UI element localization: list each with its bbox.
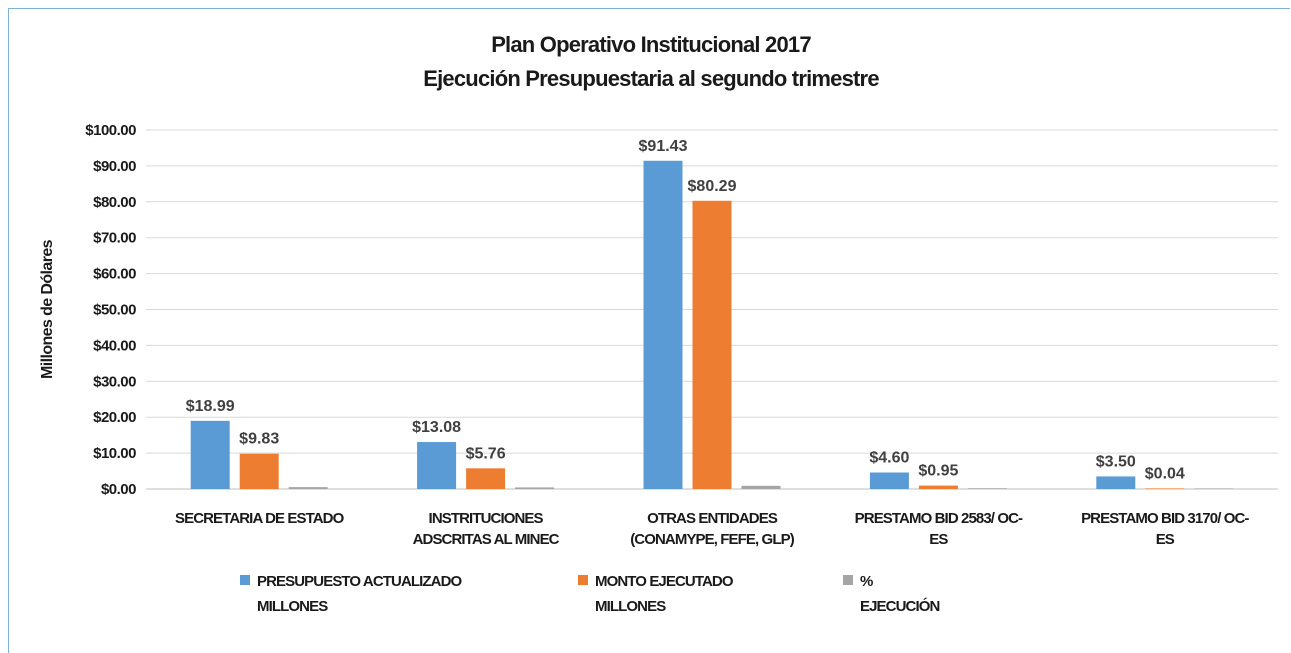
y-tick-label: $60.00 <box>93 266 136 283</box>
x-tick-label: (CONAMYPE, FEFE, GLP) <box>630 531 795 548</box>
bar-series-0-cat-2 <box>643 160 683 489</box>
x-tick-label: ES <box>1156 531 1175 548</box>
y-tick-label: $0.00 <box>101 481 136 498</box>
bar-series-1-cat-1 <box>466 468 506 489</box>
data-label: $4.60 <box>869 449 909 466</box>
legend-label-0: PRESUPUESTO ACTUALIZADO <box>257 573 463 590</box>
legend-swatch-1 <box>578 575 588 585</box>
chart-title-line-1: Ejecución Presupuestaria al segundo trim… <box>423 66 879 91</box>
x-tick-label: PRESTAMO BID 3170/ OC- <box>1081 510 1249 527</box>
bar-series-1-cat-4 <box>1145 488 1185 489</box>
legend-label-1: MILLONES <box>595 598 666 615</box>
y-axis-title: Millones de Dólares <box>39 239 56 379</box>
data-label: $0.95 <box>918 463 958 480</box>
legend-label-0: MILLONES <box>257 598 328 615</box>
x-tick-label: OTRAS ENTIDADES <box>647 510 778 527</box>
bar-series-2-cat-0 <box>288 487 328 489</box>
chart-frame <box>8 8 1290 653</box>
bar-series-0-cat-1 <box>417 442 457 489</box>
x-tick-label: INSTRITUCIONES <box>429 510 544 527</box>
y-tick-label: $10.00 <box>93 445 136 462</box>
legend-label-2: EJECUCIÓN <box>860 597 939 615</box>
data-label: $91.43 <box>639 138 688 155</box>
legend-swatch-0 <box>240 575 250 585</box>
y-tick-label: $100.00 <box>85 122 136 139</box>
chart-title-line-0: Plan Operativo Institucional 2017 <box>491 32 811 57</box>
bar-series-0-cat-4 <box>1096 476 1136 489</box>
bar-series-2-cat-3 <box>967 488 1007 489</box>
data-label: $9.83 <box>239 431 279 448</box>
bar-series-0-cat-3 <box>869 472 909 489</box>
bar-series-2-cat-2 <box>741 485 781 489</box>
y-tick-label: $70.00 <box>93 230 136 247</box>
legend-swatch-2 <box>843 575 853 585</box>
x-tick-label: ADSCRITAS AL MINEC <box>413 531 560 548</box>
y-tick-label: $80.00 <box>93 194 136 211</box>
bar-series-1-cat-0 <box>239 453 279 489</box>
data-label: $80.29 <box>688 178 737 195</box>
data-label: $3.50 <box>1096 453 1136 470</box>
x-tick-label: ES <box>929 531 948 548</box>
bar-series-2-cat-4 <box>1194 488 1234 489</box>
x-tick-label: PRESTAMO BID 2583/ OC- <box>855 510 1023 527</box>
bar-series-0-cat-0 <box>190 420 230 489</box>
bar-series-1-cat-2 <box>692 200 732 489</box>
bar-series-2-cat-1 <box>515 487 555 489</box>
legend-label-2: % <box>860 573 873 590</box>
y-tick-label: $90.00 <box>93 158 136 175</box>
y-tick-label: $40.00 <box>93 337 136 354</box>
data-label: $18.99 <box>186 398 235 415</box>
y-tick-label: $30.00 <box>93 373 136 390</box>
data-label: $13.08 <box>412 419 461 436</box>
data-label: $0.04 <box>1145 465 1185 482</box>
data-label: $5.76 <box>466 445 506 462</box>
x-tick-label: SECRETARIA DE ESTADO <box>175 510 345 527</box>
legend-label-1: MONTO EJECUTADO <box>595 573 734 590</box>
y-tick-label: $20.00 <box>93 409 136 426</box>
bar-series-1-cat-3 <box>918 485 958 489</box>
y-tick-label: $50.00 <box>93 302 136 319</box>
